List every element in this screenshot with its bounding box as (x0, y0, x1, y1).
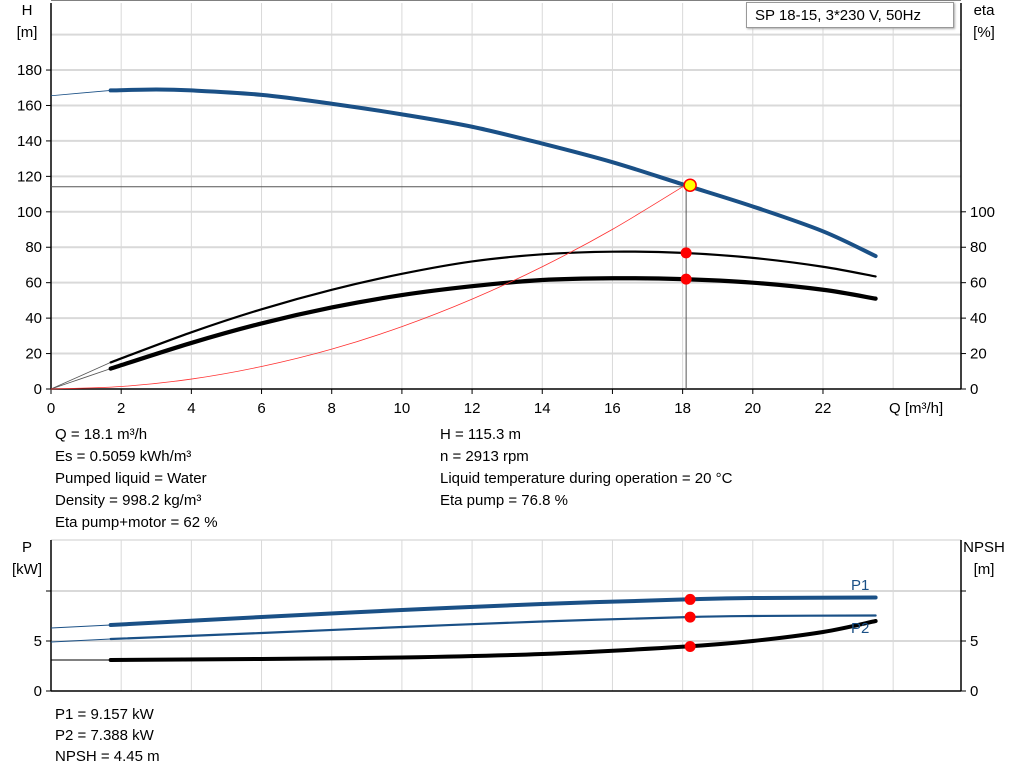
y-tick-label-left: 60 (25, 275, 42, 292)
x-tick-label: 4 (187, 400, 195, 417)
y-tick-label-right: 5 (970, 633, 978, 650)
readout-p2: P2 = 7.388 kW (55, 727, 154, 744)
curve-H-extrapolated (50, 90, 111, 97)
curve-P1 (108, 595, 878, 627)
duty-marker-p2 (684, 611, 696, 623)
y-tick-label-left: 5 (34, 633, 42, 650)
duty-marker-eta-pump (680, 247, 692, 259)
curve-eta_total-extrapolated (50, 368, 111, 390)
readout-q: Q = 18.1 m³/h (55, 426, 148, 443)
duty-marker-npsh (684, 641, 696, 652)
readout-p1: P1 = 9.157 kW (55, 706, 154, 723)
x-tick-label: 14 (534, 400, 551, 417)
readout-density: Density = 998.2 kg/m³ (55, 492, 202, 509)
y-tick-label-left: 180 (17, 62, 42, 79)
y-tick-label-left: 20 (25, 346, 42, 363)
duty-marker-p1 (684, 593, 696, 605)
y-tick-label-right: 60 (970, 275, 987, 292)
y-tick-label-left: 160 (17, 97, 42, 114)
readout-npsh: NPSH = 4.45 m (55, 748, 160, 765)
curve-NPSH (108, 619, 878, 662)
curve-P2 (109, 614, 877, 641)
y-tick-label-right: 20 (970, 346, 987, 363)
y-tick-label-left: 140 (17, 133, 42, 150)
x-tick-label: 2 (117, 400, 125, 417)
duty-point-marker (683, 178, 697, 192)
x-tick-label: 6 (257, 400, 265, 417)
readout-eta-total: Eta pump+motor = 62 % (55, 514, 218, 531)
y-tick-label-right: 40 (970, 310, 987, 327)
y-axis-title-right: eta (974, 2, 996, 19)
readout-speed: n = 2913 rpm (440, 448, 529, 465)
readout-liquid: Pumped liquid = Water (55, 470, 207, 487)
legend-label-p1: P1 (851, 577, 869, 594)
x-tick-label: 10 (394, 400, 411, 417)
y-axis-unit-left: [kW] (12, 561, 42, 578)
curve-P2-extrapolated (50, 638, 111, 643)
pump-title-box: SP 18-15, 3*230 V, 50Hz (746, 2, 954, 28)
x-tick-label: 8 (328, 400, 336, 417)
y-tick-label-left: 0 (34, 381, 42, 398)
duty-marker-eta-total (680, 273, 692, 285)
y-tick-label-left: 80 (25, 239, 42, 256)
y-tick-label-left: 120 (17, 168, 42, 185)
y-tick-label-left: 40 (25, 310, 42, 327)
y-axis-unit-right: [%] (973, 24, 995, 41)
y-tick-label-right: 0 (970, 683, 978, 700)
x-tick-label: 16 (604, 400, 621, 417)
y-axis-title-right: NPSH (963, 539, 1005, 556)
y-axis-title-left: P (22, 539, 32, 556)
curve-H (108, 87, 878, 259)
readout-es: Es = 0.5059 kWh/m³ (55, 448, 192, 465)
y-tick-label-left: 0 (34, 683, 42, 700)
curve-eta_pump (109, 250, 877, 364)
x-axis-title: Q [m³/h] (889, 400, 943, 417)
y-tick-label-right: 0 (970, 381, 978, 398)
curve-system (50, 184, 687, 390)
curve-eta_pump-extrapolated (50, 362, 111, 390)
x-tick-label: 22 (815, 400, 832, 417)
readout-temperature: Liquid temperature during operation = 20… (440, 470, 733, 487)
curve-eta_total (108, 276, 878, 371)
y-axis-unit-right: [m] (974, 561, 995, 578)
y-tick-label-right: 80 (970, 239, 987, 256)
y-tick-label-left: 100 (17, 204, 42, 221)
x-tick-label: 12 (464, 400, 481, 417)
x-tick-label: 20 (744, 400, 761, 417)
y-axis-unit-left: [m] (17, 24, 38, 41)
x-tick-label: 0 (47, 400, 55, 417)
y-axis-title-left: H (22, 2, 33, 19)
legend-label-p2: P2 (851, 620, 869, 637)
readout-h: H = 115.3 m (440, 426, 522, 443)
curve-P1-extrapolated (50, 624, 111, 629)
readout-eta-pump: Eta pump = 76.8 % (440, 492, 568, 509)
y-tick-label-right: 100 (970, 204, 995, 221)
x-tick-label: 18 (674, 400, 691, 417)
